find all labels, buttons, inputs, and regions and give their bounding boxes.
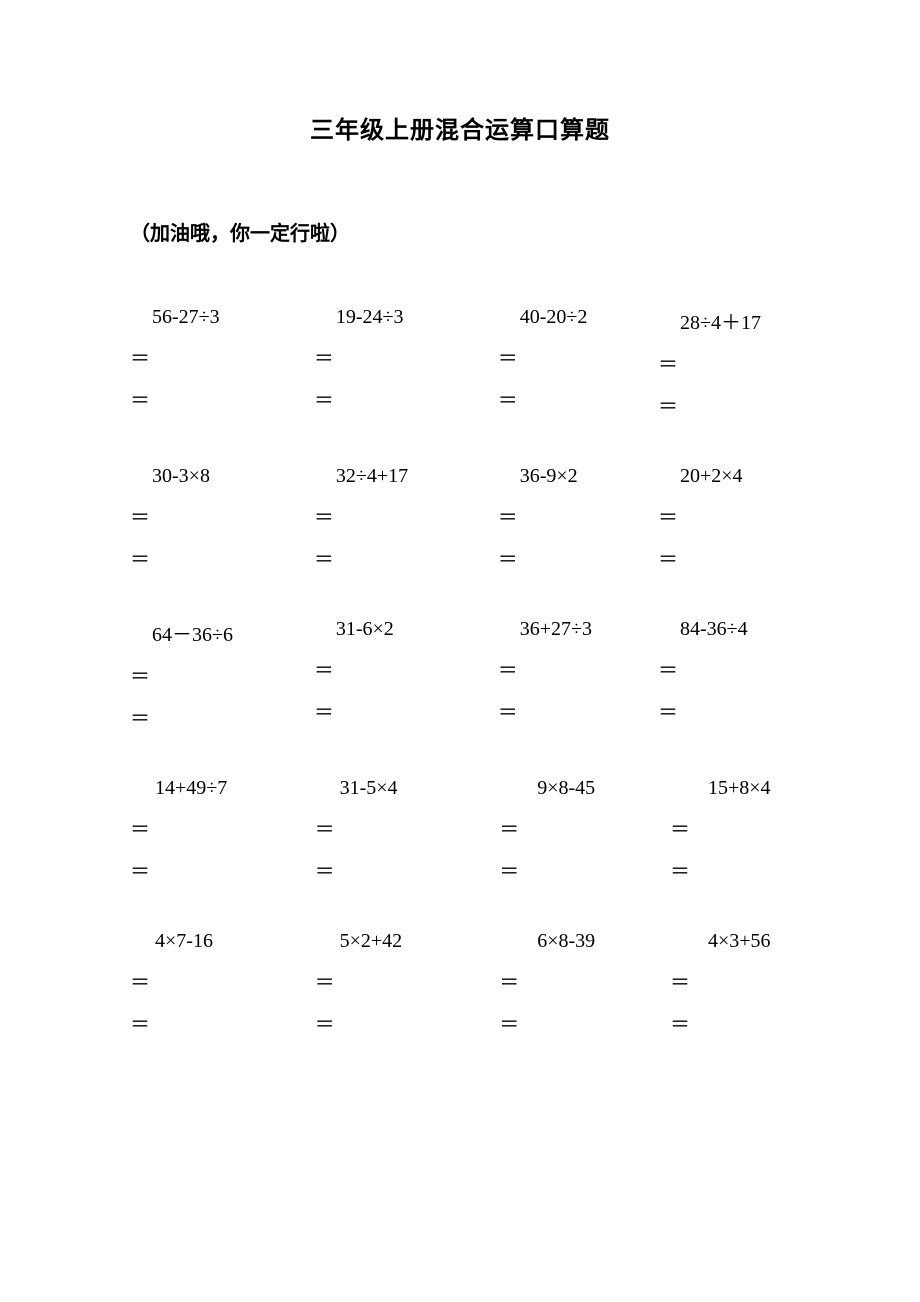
problem: 40-20÷2 ＝ ＝	[498, 306, 658, 419]
equals-line: ＝	[130, 1008, 315, 1037]
problem-expression: 64－36÷6	[130, 618, 314, 647]
problem: 36+27÷3 ＝ ＝	[498, 618, 658, 731]
equals-line: ＝	[658, 390, 790, 419]
problem-row: 56-27÷3 ＝ ＝ 19-24÷3 ＝ ＝ 40-20÷2 ＝ ＝ 28÷4…	[130, 306, 790, 419]
problem-expression: 9×8-45	[499, 777, 670, 800]
problem: 56-27÷3 ＝ ＝	[130, 306, 314, 419]
problem-expression: 20+2×4	[658, 465, 790, 488]
equals-line: ＝	[314, 384, 498, 413]
equals-line: ＝	[670, 966, 790, 995]
problem: 32÷4+17 ＝ ＝	[314, 465, 498, 572]
problem: 64－36÷6 ＝ ＝	[130, 618, 314, 731]
problem: 31-5×4 ＝ ＝	[315, 777, 500, 884]
problem: 36-9×2 ＝ ＝	[498, 465, 658, 572]
problem: 15+8×4 ＝ ＝	[670, 777, 790, 884]
problem-expression: 14+49÷7	[130, 777, 315, 800]
problem: 4×7-16 ＝ ＝	[130, 930, 315, 1037]
equals-line: ＝	[499, 966, 670, 995]
equals-line: ＝	[658, 348, 790, 377]
problem-row: 4×7-16 ＝ ＝ 5×2+42 ＝ ＝ 6×8-39 ＝ ＝ 4×3+56 …	[130, 930, 790, 1037]
problem: 14+49÷7 ＝ ＝	[130, 777, 315, 884]
equals-line: ＝	[130, 342, 314, 371]
problems-grid: 56-27÷3 ＝ ＝ 19-24÷3 ＝ ＝ 40-20÷2 ＝ ＝ 28÷4…	[130, 306, 790, 1037]
problem: 28÷4＋17 ＝ ＝	[658, 306, 790, 419]
equals-line: ＝	[658, 696, 790, 725]
equals-line: ＝	[658, 654, 790, 683]
equals-line: ＝	[498, 501, 658, 530]
equals-line: ＝	[498, 543, 658, 572]
problem-expression: 84-36÷4	[658, 618, 790, 641]
equals-line: ＝	[130, 501, 314, 530]
problem: 6×8-39 ＝ ＝	[499, 930, 670, 1037]
problem-row: 14+49÷7 ＝ ＝ 31-5×4 ＝ ＝ 9×8-45 ＝ ＝ 15+8×4…	[130, 777, 790, 884]
problem-expression: 31-5×4	[315, 777, 500, 800]
problem: 9×8-45 ＝ ＝	[499, 777, 670, 884]
problem: 84-36÷4 ＝ ＝	[658, 618, 790, 731]
equals-line: ＝	[314, 342, 498, 371]
problem-expression: 31-6×2	[314, 618, 498, 641]
equals-line: ＝	[130, 543, 314, 572]
equals-line: ＝	[130, 660, 314, 689]
equals-line: ＝	[314, 696, 498, 725]
equals-line: ＝	[670, 1008, 790, 1037]
equals-line: ＝	[315, 855, 500, 884]
problem-expression: 6×8-39	[499, 930, 670, 953]
problem: 31-6×2 ＝ ＝	[314, 618, 498, 731]
problem-expression: 5×2+42	[315, 930, 500, 953]
equals-line: ＝	[315, 966, 500, 995]
problem-expression: 30-3×8	[130, 465, 314, 488]
equals-line: ＝	[130, 813, 315, 842]
problem-expression: 4×7-16	[130, 930, 315, 953]
problem: 5×2+42 ＝ ＝	[315, 930, 500, 1037]
equals-line: ＝	[130, 384, 314, 413]
equals-line: ＝	[315, 813, 500, 842]
equals-line: ＝	[130, 702, 314, 731]
equals-line: ＝	[670, 855, 790, 884]
problem: 4×3+56 ＝ ＝	[670, 930, 790, 1037]
equals-line: ＝	[314, 501, 498, 530]
equals-line: ＝	[314, 543, 498, 572]
problem-expression: 36-9×2	[498, 465, 658, 488]
equals-line: ＝	[658, 543, 790, 572]
equals-line: ＝	[658, 501, 790, 530]
equals-line: ＝	[670, 813, 790, 842]
problem-expression: 40-20÷2	[498, 306, 658, 329]
equals-line: ＝	[130, 966, 315, 995]
equals-line: ＝	[498, 384, 658, 413]
problem-expression: 15+8×4	[670, 777, 790, 800]
problem-row: 30-3×8 ＝ ＝ 32÷4+17 ＝ ＝ 36-9×2 ＝ ＝ 20+2×4…	[130, 465, 790, 572]
equals-line: ＝	[315, 1008, 500, 1037]
problem-expression: 32÷4+17	[314, 465, 498, 488]
problem-expression: 4×3+56	[670, 930, 790, 953]
problem-row: 64－36÷6 ＝ ＝ 31-6×2 ＝ ＝ 36+27÷3 ＝ ＝ 84-36…	[130, 618, 790, 731]
problem-expression: 19-24÷3	[314, 306, 498, 329]
problem: 19-24÷3 ＝ ＝	[314, 306, 498, 419]
equals-line: ＝	[498, 342, 658, 371]
equals-line: ＝	[498, 654, 658, 683]
equals-line: ＝	[499, 855, 670, 884]
equals-line: ＝	[499, 813, 670, 842]
encouragement-subtitle: （加油哦，你一定行啦）	[130, 217, 790, 246]
page-title: 三年级上册混合运算口算题	[130, 110, 790, 145]
equals-line: ＝	[498, 696, 658, 725]
problem: 30-3×8 ＝ ＝	[130, 465, 314, 572]
problem-expression: 28÷4＋17	[658, 306, 790, 335]
problem-expression: 36+27÷3	[498, 618, 658, 641]
equals-line: ＝	[314, 654, 498, 683]
problem: 20+2×4 ＝ ＝	[658, 465, 790, 572]
equals-line: ＝	[499, 1008, 670, 1037]
problem-expression: 56-27÷3	[130, 306, 314, 329]
equals-line: ＝	[130, 855, 315, 884]
